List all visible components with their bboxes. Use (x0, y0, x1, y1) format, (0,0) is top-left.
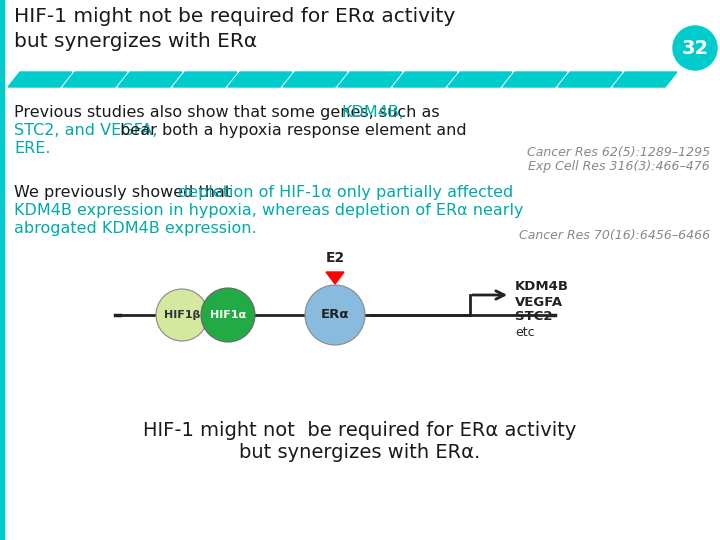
Polygon shape (63, 72, 127, 87)
Text: HIF-1 might not  be required for ERα activity: HIF-1 might not be required for ERα acti… (143, 421, 577, 440)
Circle shape (305, 285, 365, 345)
Text: Cancer Res 62(5):1289–1295: Cancer Res 62(5):1289–1295 (527, 146, 710, 159)
Polygon shape (283, 72, 347, 87)
Text: etc: etc (515, 326, 535, 339)
Text: ERα: ERα (320, 308, 349, 321)
Text: 32: 32 (681, 38, 708, 57)
Text: KDM4B,: KDM4B, (341, 105, 405, 120)
Text: Exp Cell Res 316(3):466–476: Exp Cell Res 316(3):466–476 (528, 160, 710, 173)
Text: E2: E2 (325, 251, 345, 265)
Text: STC2: STC2 (515, 310, 552, 323)
Polygon shape (393, 72, 457, 87)
Polygon shape (173, 72, 237, 87)
Text: KDM4B: KDM4B (515, 280, 569, 294)
Polygon shape (503, 72, 567, 87)
Bar (0, 0, 4, 540)
Polygon shape (558, 72, 622, 87)
Text: depletion of HIF-1α only partially affected: depletion of HIF-1α only partially affec… (178, 185, 513, 200)
Text: HIF-1 might not be required for ERα activity: HIF-1 might not be required for ERα acti… (14, 7, 455, 26)
Circle shape (156, 289, 208, 341)
Text: Previous studies also show that some genes, such as: Previous studies also show that some gen… (14, 105, 445, 120)
Text: We previously showed that: We previously showed that (14, 185, 236, 200)
Polygon shape (228, 72, 292, 87)
Circle shape (673, 26, 717, 70)
Text: Cancer Res 70(16):6456–6466: Cancer Res 70(16):6456–6466 (519, 229, 710, 242)
Polygon shape (448, 72, 512, 87)
Bar (4, 0, 720, 85)
Text: bear both a hypoxia response element and: bear both a hypoxia response element and (114, 123, 467, 138)
Polygon shape (338, 72, 402, 87)
Text: but synergizes with ERα.: but synergizes with ERα. (239, 442, 481, 462)
Text: ERE.: ERE. (14, 141, 50, 156)
Text: but synergizes with ERα: but synergizes with ERα (14, 32, 257, 51)
Polygon shape (118, 72, 182, 87)
Text: STC2, and VEGFA,: STC2, and VEGFA, (14, 123, 158, 138)
Text: HIF1α: HIF1α (210, 310, 246, 320)
Circle shape (201, 288, 255, 342)
Text: abrogated KDM4B expression.: abrogated KDM4B expression. (14, 221, 256, 236)
Polygon shape (326, 272, 344, 284)
Text: KDM4B expression in hypoxia, whereas depletion of ERα nearly: KDM4B expression in hypoxia, whereas dep… (14, 203, 523, 218)
Polygon shape (8, 72, 72, 87)
Text: VEGFA: VEGFA (515, 295, 563, 308)
Polygon shape (613, 72, 677, 87)
Text: HIF1β: HIF1β (164, 310, 200, 320)
